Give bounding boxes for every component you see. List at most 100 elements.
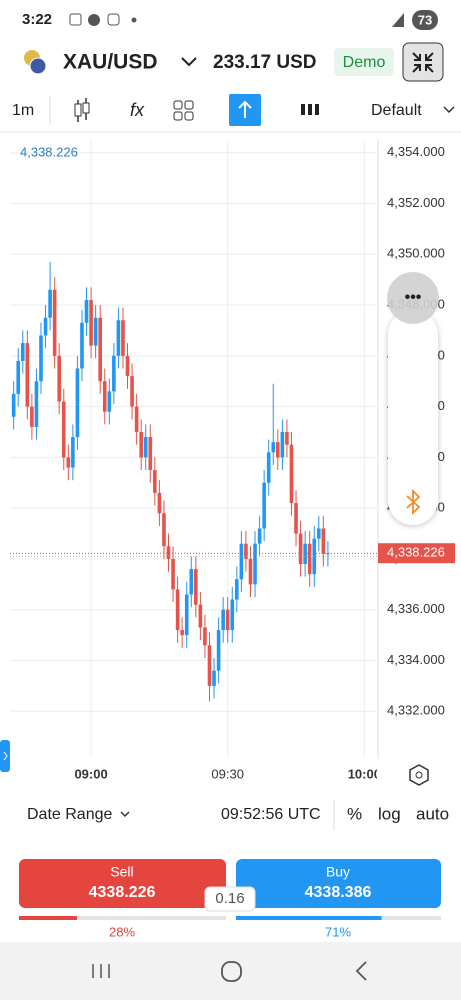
layout-name[interactable]: Default <box>371 102 422 119</box>
buy-button[interactable] <box>236 859 441 908</box>
volume-icon[interactable] <box>301 104 305 115</box>
battery <box>412 10 438 30</box>
candle-body <box>285 431 289 445</box>
candle-body <box>262 482 266 529</box>
candle-body <box>57 355 62 402</box>
candle-body <box>112 355 116 392</box>
candle-body <box>180 630 184 636</box>
date-range[interactable]: Date Range <box>27 806 112 823</box>
candle-body <box>257 528 262 544</box>
candle-body <box>48 289 52 318</box>
candle-body <box>139 431 143 458</box>
layout-icon[interactable] <box>173 100 183 110</box>
auto-toggle[interactable]: auto <box>416 804 449 823</box>
status-icon <box>69 13 82 26</box>
floating-panel <box>388 310 438 525</box>
candle-body <box>148 437 153 471</box>
spread: 0.16 <box>215 890 244 907</box>
candle-body <box>280 431 285 458</box>
candle-icon <box>74 103 82 117</box>
candle-body <box>298 533 303 565</box>
candle-body <box>198 604 203 628</box>
candle-body <box>266 452 271 483</box>
x-tick-label: 09:30 <box>211 766 244 781</box>
sell-label: Sell <box>110 864 133 880</box>
symbol[interactable]: XAU/USD <box>63 51 158 74</box>
sell-share-bar <box>19 916 77 920</box>
price-label: 4,338.226 <box>387 545 445 560</box>
y-tick-label: 4,354.000 <box>387 144 445 159</box>
log-toggle[interactable]: log <box>378 804 401 823</box>
y-tick-label: 4,334.000 <box>387 652 445 667</box>
candle-body <box>102 381 107 412</box>
candle-body <box>207 645 212 686</box>
buy-share-bar <box>236 916 382 920</box>
battery-level: 73 <box>418 12 432 27</box>
sell-share: 28% <box>109 924 135 939</box>
candle-body <box>316 528 321 539</box>
y-tick-label: 4,332.000 <box>387 703 445 718</box>
spread-box <box>204 886 256 912</box>
sell-price: 4338.226 <box>89 884 156 901</box>
candle-body <box>289 444 294 504</box>
status-icon <box>88 14 100 26</box>
candle-body <box>93 317 98 346</box>
candle-body <box>75 368 80 438</box>
candle-body <box>184 594 189 636</box>
balance: 233.17 USD <box>213 52 317 73</box>
side-tab[interactable] <box>0 740 10 772</box>
date-range-chevron[interactable] <box>120 811 130 818</box>
signal-icon <box>392 13 404 27</box>
settings-icon <box>415 771 423 779</box>
candle-body <box>157 492 162 514</box>
settings-icon[interactable] <box>409 764 429 786</box>
collapse-button[interactable] <box>402 42 444 82</box>
candle-body <box>107 391 112 412</box>
order-icon <box>238 100 252 118</box>
indicators-icon[interactable]: fx <box>130 100 145 120</box>
candle-body <box>271 442 276 453</box>
candle-body <box>294 503 298 534</box>
candle-body <box>248 558 253 585</box>
bluetooth-icon[interactable] <box>406 488 421 516</box>
candle-body <box>203 627 207 646</box>
candle-body <box>321 528 326 554</box>
percent-toggle[interactable]: % <box>347 804 362 823</box>
layout-icon <box>173 111 183 121</box>
candle-body <box>80 322 84 369</box>
candle-body <box>225 609 230 631</box>
nav-back[interactable] <box>355 961 367 981</box>
sell-button[interactable] <box>19 859 226 908</box>
clock: 09:52:56 UTC <box>221 806 321 823</box>
candle-body <box>166 546 171 559</box>
candle-body <box>98 317 102 382</box>
candle-body <box>116 320 121 356</box>
layout-chevron[interactable] <box>443 106 455 114</box>
candle-body <box>84 299 89 323</box>
candle-body <box>235 579 239 600</box>
more-button[interactable] <box>387 272 439 324</box>
candle-body <box>239 543 244 580</box>
candle-body <box>125 355 130 377</box>
candle-body <box>61 401 66 458</box>
candle-body <box>25 343 30 407</box>
nav-home[interactable] <box>221 961 242 982</box>
status-icon <box>107 13 120 26</box>
candle-body <box>121 320 125 356</box>
candle-body <box>71 437 75 468</box>
interval[interactable]: 1m <box>12 102 34 119</box>
nav-recent[interactable] <box>92 964 110 978</box>
y-tick-label: 4,336.000 <box>387 601 445 616</box>
volume-icon <box>308 104 312 115</box>
plot-area: 09:00 09:30 10:00 <box>10 140 377 781</box>
mode: Demo <box>343 54 386 71</box>
side-tab-icon <box>3 751 8 761</box>
candle-body <box>30 406 34 427</box>
candle-body <box>39 335 43 382</box>
layout-icon <box>184 111 194 121</box>
symbol-chevron[interactable] <box>181 57 197 67</box>
candle-body <box>34 381 39 427</box>
candle-body <box>230 599 235 631</box>
candle-body <box>43 317 48 336</box>
